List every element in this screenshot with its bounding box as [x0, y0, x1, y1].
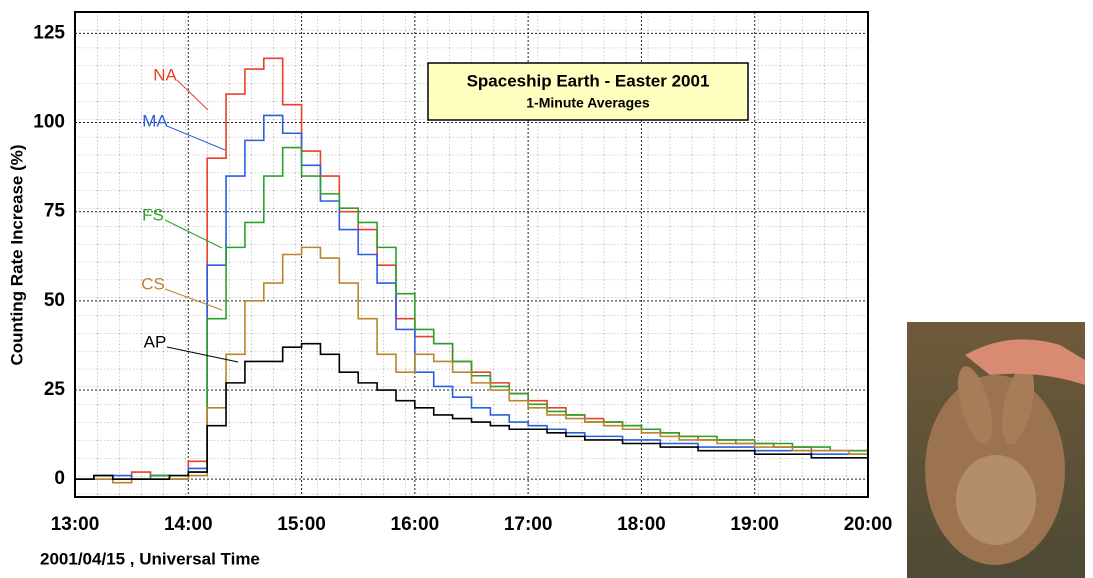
x-tick-label: 13:00: [51, 514, 100, 535]
series-line: [75, 342, 869, 480]
plot-frame: [74, 11, 869, 498]
label-leader: [166, 125, 226, 151]
x-tick-label: 19:00: [730, 514, 779, 535]
hand: [965, 339, 1085, 385]
bunny-photo: [907, 322, 1085, 578]
series-label: AP: [144, 332, 167, 351]
label-leader: [176, 79, 209, 111]
y-tick-label: 100: [33, 112, 65, 133]
bunny-ear: [1001, 365, 1035, 445]
y-tick-label: 50: [44, 290, 65, 311]
x-tick-label: 16:00: [391, 514, 440, 535]
series-label: MA: [142, 111, 168, 130]
bunny-ear: [957, 366, 993, 444]
label-leader: [164, 219, 223, 249]
bunny-face: [956, 455, 1036, 545]
series-label: NA: [153, 65, 177, 84]
label-leader: [164, 288, 223, 311]
series-label: FS: [142, 205, 164, 224]
y-tick-label: 75: [44, 201, 66, 222]
y-tick-label: 0: [54, 468, 65, 489]
title-box: [427, 62, 749, 121]
series-line: [75, 246, 869, 484]
x-tick-label: 14:00: [164, 514, 213, 535]
y-tick-label: 25: [44, 379, 66, 400]
y-tick-label: 125: [33, 22, 65, 43]
label-leader: [166, 346, 239, 363]
series-label: CS: [141, 274, 165, 293]
x-tick-label: 20:00: [844, 514, 893, 535]
y-axis-label: Counting Rate Increase (%): [7, 144, 26, 365]
x-tick-label: 15:00: [277, 514, 326, 535]
x-axis-label: 2001/04/15 , Universal Time: [40, 549, 260, 568]
chart-subtitle: 1-Minute Averages: [526, 95, 650, 111]
series-line: [75, 146, 868, 480]
x-tick-label: 18:00: [617, 514, 666, 535]
chart-title: Spaceship Earth - Easter 2001: [467, 71, 710, 90]
x-tick-label: 17:00: [504, 514, 553, 535]
